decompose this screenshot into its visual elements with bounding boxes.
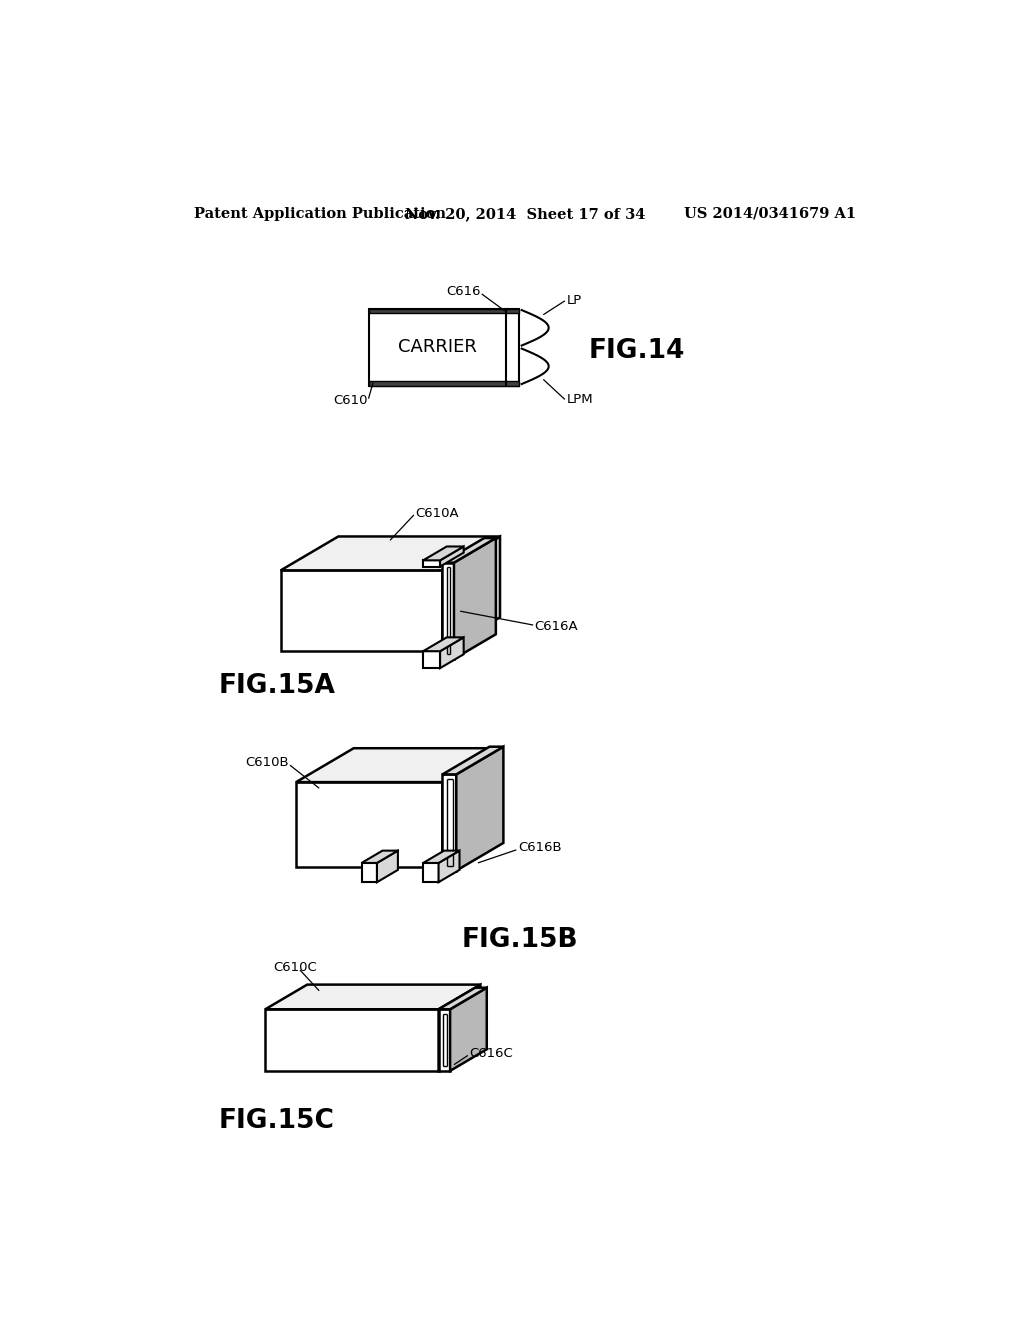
Polygon shape: [454, 539, 496, 659]
Text: C616C: C616C: [469, 1047, 513, 1060]
Polygon shape: [442, 775, 457, 871]
Polygon shape: [438, 850, 460, 882]
Polygon shape: [370, 381, 519, 385]
Polygon shape: [442, 536, 500, 651]
Polygon shape: [442, 562, 454, 659]
Text: C610A: C610A: [416, 507, 459, 520]
Polygon shape: [440, 638, 464, 668]
Polygon shape: [438, 1010, 451, 1071]
Polygon shape: [423, 651, 440, 668]
Polygon shape: [442, 748, 500, 867]
Text: FIG.15A: FIG.15A: [219, 673, 336, 698]
Text: Patent Application Publication: Patent Application Publication: [194, 207, 445, 220]
Polygon shape: [423, 546, 464, 560]
Polygon shape: [423, 863, 438, 882]
Polygon shape: [442, 539, 496, 562]
Text: Nov. 20, 2014  Sheet 17 of 34: Nov. 20, 2014 Sheet 17 of 34: [404, 207, 645, 220]
Text: FIG.15B: FIG.15B: [462, 927, 579, 953]
Polygon shape: [281, 536, 500, 570]
Polygon shape: [281, 570, 442, 651]
Polygon shape: [296, 748, 500, 781]
Polygon shape: [370, 309, 519, 313]
Polygon shape: [423, 560, 440, 566]
Text: CARRIER: CARRIER: [397, 338, 476, 356]
Polygon shape: [438, 985, 480, 1071]
Text: LP: LP: [566, 294, 582, 308]
Polygon shape: [423, 850, 460, 863]
Polygon shape: [440, 546, 464, 566]
Text: C610C: C610C: [273, 961, 316, 974]
Polygon shape: [361, 850, 398, 863]
Text: C616A: C616A: [535, 620, 579, 634]
Text: C610: C610: [333, 395, 368, 408]
Polygon shape: [451, 987, 486, 1071]
Text: LPM: LPM: [566, 393, 593, 407]
Polygon shape: [265, 1010, 438, 1071]
Text: US 2014/0341679 A1: US 2014/0341679 A1: [684, 207, 856, 220]
Polygon shape: [296, 781, 442, 867]
Polygon shape: [370, 309, 519, 385]
Text: C616: C616: [446, 285, 481, 298]
Polygon shape: [457, 747, 504, 871]
Polygon shape: [438, 987, 486, 1010]
Text: FIG.14: FIG.14: [589, 338, 685, 364]
Polygon shape: [265, 985, 480, 1010]
Text: C610B: C610B: [245, 756, 289, 770]
Text: FIG.15C: FIG.15C: [219, 1107, 335, 1134]
Polygon shape: [423, 638, 464, 651]
Polygon shape: [377, 850, 398, 882]
Text: C616B: C616B: [518, 841, 561, 854]
Polygon shape: [442, 747, 504, 775]
Polygon shape: [361, 863, 377, 882]
